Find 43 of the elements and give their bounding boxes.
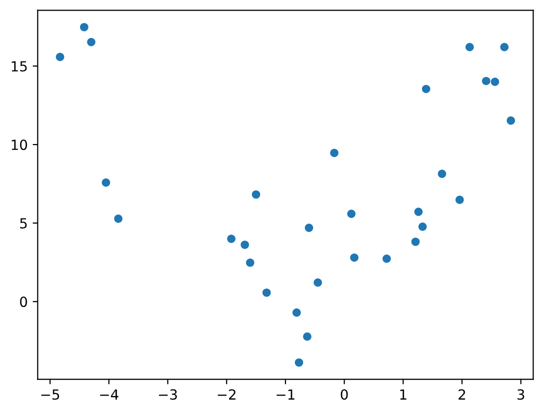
point <box>482 76 490 86</box>
point <box>294 358 304 367</box>
point <box>262 288 271 297</box>
y-tick-label: 0 <box>20 296 28 308</box>
x-tick-label: 0 <box>340 389 348 400</box>
point <box>303 332 312 341</box>
point <box>438 170 446 178</box>
x-tick-label: −3 <box>158 389 177 400</box>
point <box>422 84 430 94</box>
point <box>466 42 474 52</box>
point <box>304 224 314 232</box>
x-tick-label: 3 <box>518 389 524 400</box>
point <box>246 258 254 267</box>
x-tick-label: −5 <box>41 389 60 400</box>
x-tick-label: 1 <box>400 389 406 400</box>
point <box>455 196 464 204</box>
point <box>347 210 356 218</box>
point <box>500 42 509 52</box>
y-tick-label: 15 <box>12 61 27 72</box>
x-tick-label: −4 <box>100 389 118 400</box>
point <box>350 253 358 262</box>
y-tick-label: 10 <box>12 140 28 150</box>
point <box>414 208 423 216</box>
point <box>382 254 391 263</box>
point <box>292 308 301 317</box>
point <box>252 190 260 199</box>
point <box>490 78 500 86</box>
point <box>240 240 250 249</box>
point <box>330 148 338 158</box>
x-tick-label: 2 <box>458 389 466 400</box>
point <box>418 222 427 231</box>
point <box>80 22 88 32</box>
point <box>411 238 420 246</box>
point <box>114 214 122 223</box>
x-tick-label: −2 <box>218 389 236 400</box>
point <box>87 38 96 46</box>
y-tick-label: 5 <box>20 218 27 229</box>
point <box>506 116 516 125</box>
point <box>314 278 322 287</box>
x-tick-label: −1 <box>276 389 294 400</box>
point <box>102 178 110 187</box>
point <box>56 52 64 62</box>
point <box>227 234 236 243</box>
